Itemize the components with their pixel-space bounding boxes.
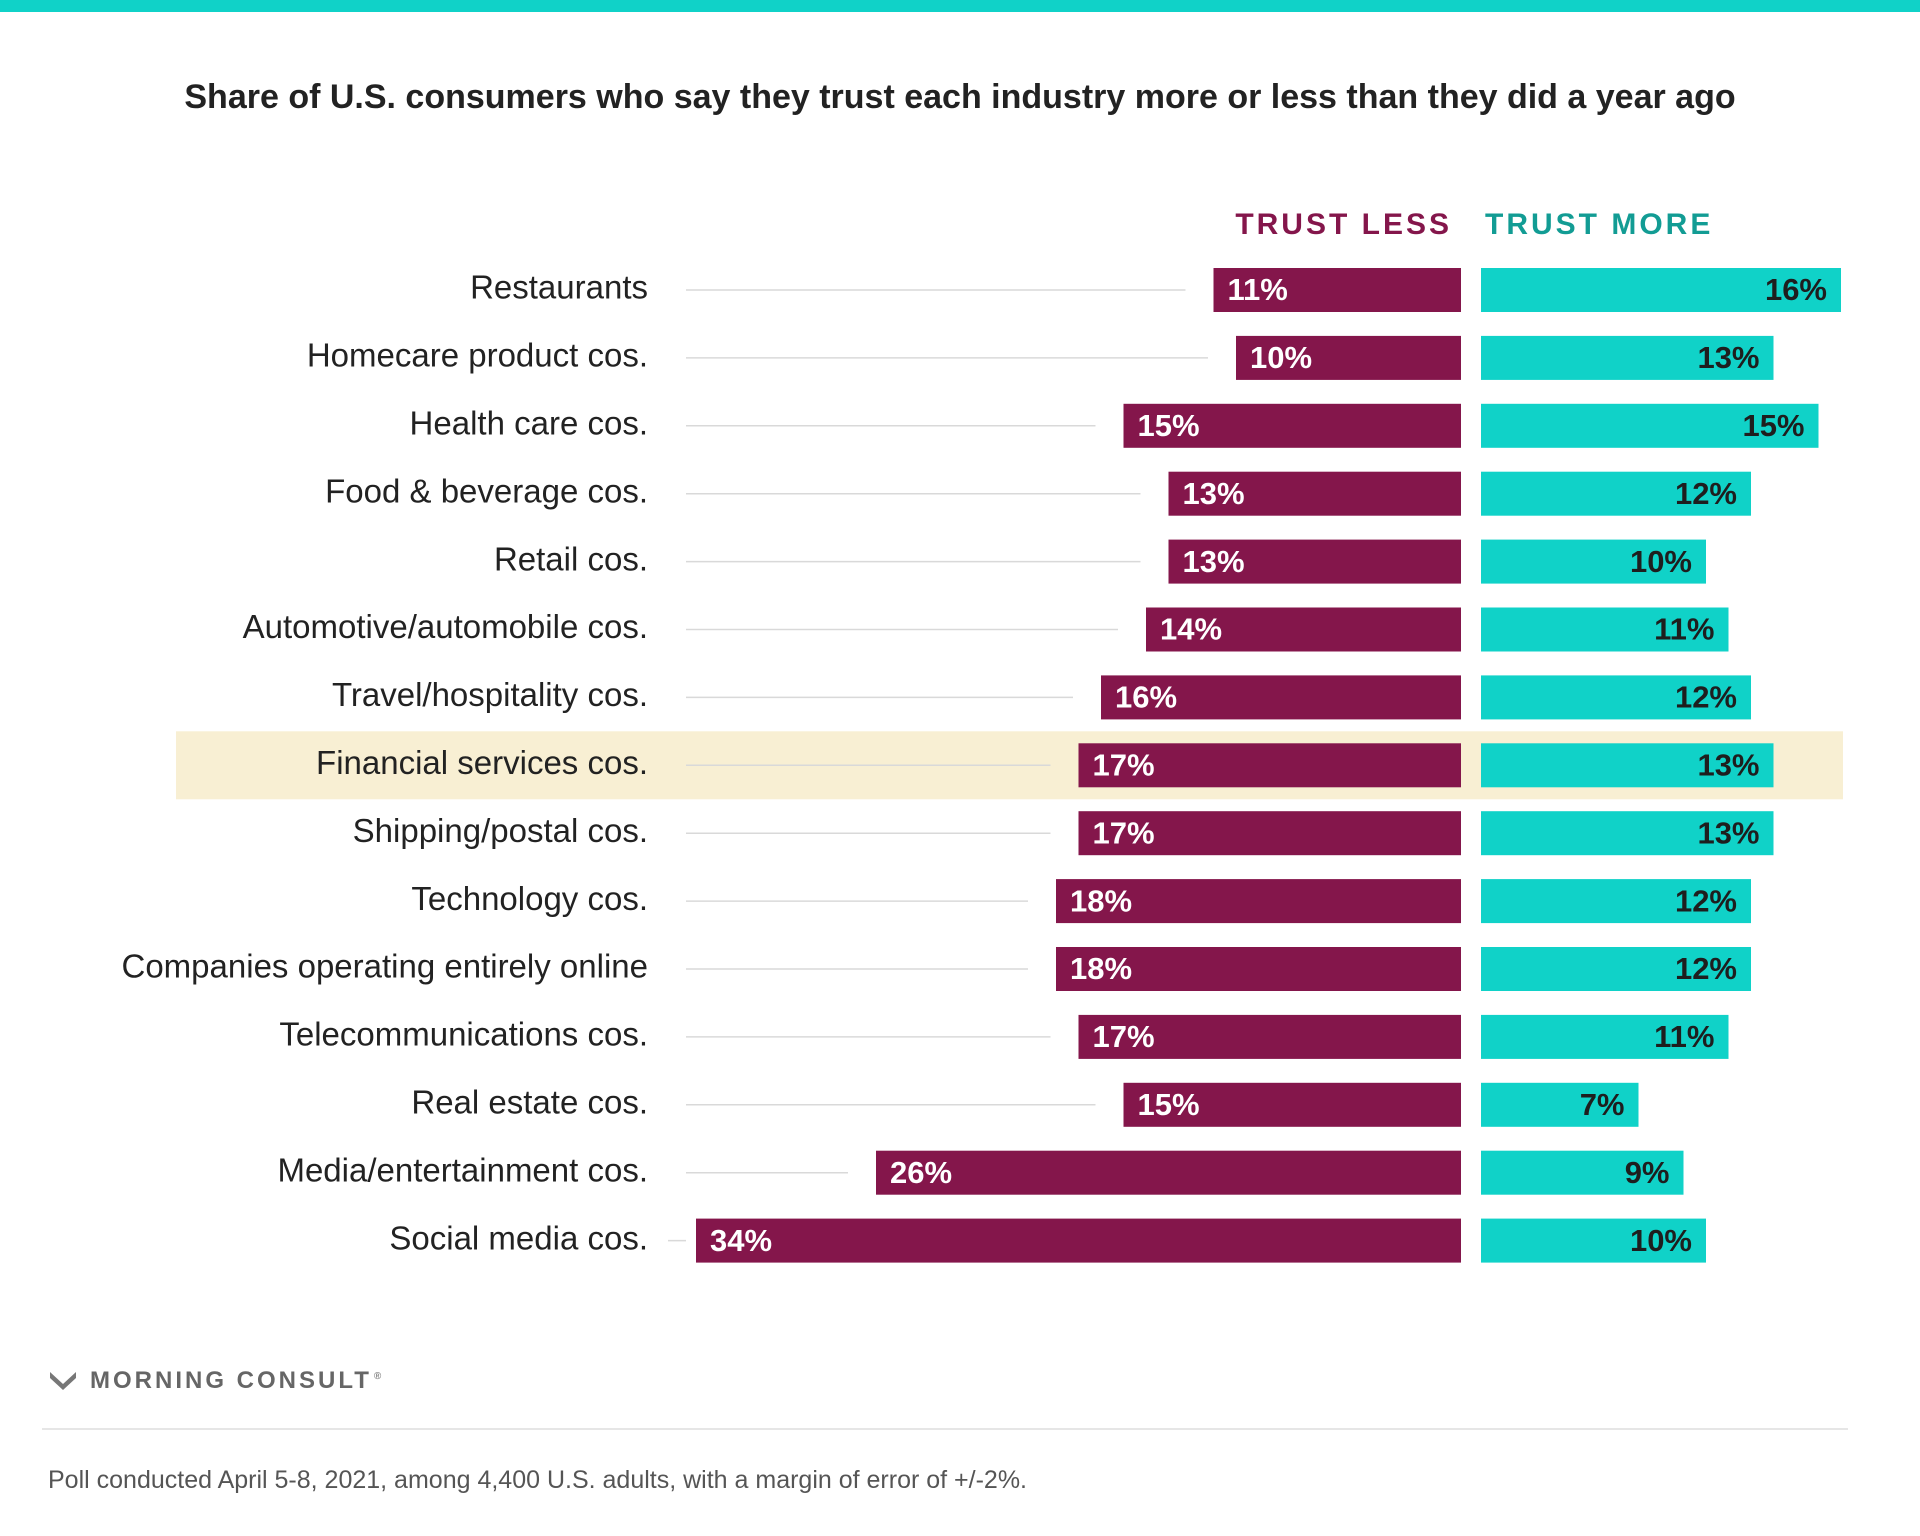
- bar-trust-less: [1123, 403, 1461, 448]
- value-label-trust-less: 26%: [890, 1155, 952, 1190]
- value-label-trust-more: 12%: [1675, 476, 1737, 511]
- value-label-trust-less: 34%: [710, 1223, 772, 1258]
- category-label: Health care cos.: [410, 405, 648, 442]
- bar-trust-more: [1481, 539, 1706, 584]
- value-label-trust-more: 16%: [1765, 272, 1827, 307]
- bar-trust-more: [1481, 403, 1819, 448]
- value-label-trust-less: 10%: [1250, 340, 1312, 375]
- category-label: Real estate cos.: [411, 1084, 648, 1121]
- value-label-trust-less: 11%: [1228, 272, 1288, 307]
- value-label-trust-more: 15%: [1742, 408, 1804, 443]
- value-label-trust-more: 13%: [1697, 815, 1759, 850]
- category-label: Companies operating entirely online: [122, 948, 649, 985]
- category-label: Automotive/automobile cos.: [243, 608, 648, 645]
- value-label-trust-more: 12%: [1675, 883, 1737, 918]
- bar-trust-more: [1481, 1082, 1639, 1127]
- value-label-trust-more: 12%: [1675, 951, 1737, 986]
- brand-name-text: MORNING CONSULT: [90, 1367, 372, 1394]
- bar-trust-more: [1481, 335, 1774, 380]
- category-label: Technology cos.: [411, 880, 648, 917]
- value-label-trust-less: 17%: [1093, 815, 1155, 850]
- footnote: Poll conducted April 5-8, 2021, among 4,…: [48, 1466, 1028, 1494]
- bar-trust-more: [1481, 1150, 1684, 1195]
- bar-trust-less: [1078, 811, 1461, 856]
- value-label-trust-more: 7%: [1580, 1087, 1625, 1122]
- value-label-trust-less: 15%: [1138, 408, 1200, 443]
- legend-trust-more: TRUST MORE: [1485, 208, 1714, 241]
- top-accent-stripe: [0, 0, 1920, 12]
- value-label-trust-less: 17%: [1093, 1019, 1155, 1054]
- bar-trust-more: [1481, 811, 1774, 856]
- value-label-trust-less: 13%: [1183, 544, 1245, 579]
- brand-registered-mark: ®: [373, 1371, 385, 1382]
- value-label-trust-more: 12%: [1675, 680, 1737, 715]
- value-label-trust-less: 17%: [1093, 747, 1155, 782]
- category-label: Media/entertainment cos.: [277, 1151, 648, 1188]
- value-label-trust-less: 13%: [1183, 476, 1245, 511]
- diverging-bar-chart: Restaurants 11% 16% Homecare product cos. 10…: [122, 268, 1843, 1263]
- bar-trust-less: [1078, 1014, 1461, 1059]
- legend-trust-less: TRUST LESS: [1235, 208, 1452, 241]
- bar-trust-less: [1056, 947, 1461, 991]
- value-label-trust-more: 9%: [1625, 1155, 1670, 1190]
- value-label-trust-more: 10%: [1630, 544, 1692, 579]
- brand-name: MORNING CONSULT ®: [90, 1367, 384, 1395]
- brand-footer: MORNING CONSULT ®: [48, 1364, 384, 1398]
- bar-trust-less: [1056, 879, 1461, 924]
- bar-trust-more: [1481, 675, 1751, 720]
- category-label: Travel/hospitality cos.: [332, 676, 648, 713]
- bar-trust-less: [1101, 675, 1461, 720]
- bar-trust-less: [1213, 268, 1461, 312]
- value-label-trust-more: 11%: [1654, 1019, 1714, 1054]
- bar-trust-less: [876, 1150, 1461, 1195]
- bar-trust-more: [1481, 471, 1751, 516]
- category-label: Social media cos.: [389, 1219, 648, 1256]
- bar-trust-more: [1481, 1218, 1706, 1263]
- bar-trust-more: [1481, 607, 1729, 652]
- value-label-trust-more: 13%: [1697, 340, 1759, 375]
- category-label: Restaurants: [470, 269, 648, 306]
- morning-consult-logo-icon: [50, 1372, 76, 1390]
- bar-trust-more: [1481, 879, 1751, 924]
- bar-trust-less: [1168, 539, 1461, 584]
- bar-trust-more: [1481, 743, 1774, 788]
- category-label: Financial services cos.: [316, 744, 648, 781]
- category-label: Retail cos.: [494, 540, 648, 577]
- value-label-trust-less: 15%: [1138, 1087, 1200, 1122]
- value-label-trust-less: 16%: [1115, 680, 1177, 715]
- chart-title: Share of U.S. consumers who say they tru…: [184, 78, 1736, 116]
- category-label: Food & beverage cos.: [325, 472, 648, 509]
- bar-trust-less: [1123, 1082, 1461, 1127]
- bar-trust-more: [1481, 268, 1841, 312]
- bar-trust-less: [1168, 471, 1461, 516]
- category-label: Homecare product cos.: [307, 337, 648, 374]
- bar-trust-less: [1236, 335, 1461, 380]
- category-label: Telecommunications cos.: [279, 1016, 648, 1053]
- value-label-trust-more: 13%: [1697, 747, 1759, 782]
- bar-trust-less: [696, 1218, 1461, 1263]
- bar-trust-less: [1078, 743, 1461, 788]
- bar-trust-more: [1481, 1014, 1729, 1059]
- value-label-trust-less: 14%: [1160, 612, 1222, 647]
- value-label-trust-less: 18%: [1070, 883, 1132, 918]
- value-label-trust-less: 18%: [1070, 951, 1132, 986]
- bar-trust-less: [1146, 607, 1461, 652]
- footer-divider: [42, 1428, 1848, 1430]
- bar-trust-more: [1481, 947, 1751, 991]
- category-label: Shipping/postal cos.: [353, 812, 648, 849]
- value-label-trust-more: 10%: [1630, 1223, 1692, 1258]
- value-label-trust-more: 11%: [1654, 612, 1714, 647]
